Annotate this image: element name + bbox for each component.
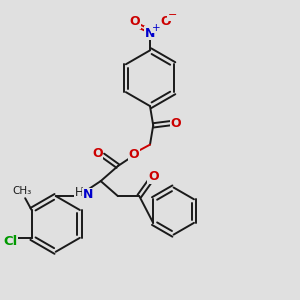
Text: +: + [152,23,160,33]
Text: CH₃: CH₃ [12,186,32,196]
Text: O: O [170,117,181,130]
Text: −: − [168,10,177,20]
Text: Cl: Cl [3,235,17,248]
Text: O: O [161,15,171,28]
Text: N: N [145,27,155,40]
Text: O: O [129,148,139,161]
Text: N: N [83,188,93,202]
Text: O: O [130,15,140,28]
Text: H: H [75,186,84,200]
Text: O: O [92,147,103,160]
Text: O: O [148,170,158,183]
